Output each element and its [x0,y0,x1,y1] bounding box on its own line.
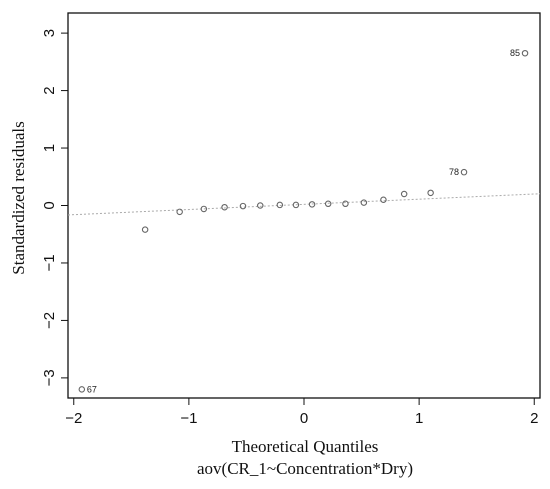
data-point [141,226,149,233]
y-tick-label: −1 [41,254,58,271]
y-tick-label: 1 [41,144,58,152]
qq-reference-line [67,193,541,216]
data-point [176,208,183,216]
data-point [324,200,332,208]
data-point [221,203,228,211]
x-tick-label: −1 [180,410,197,427]
data-point [521,49,529,57]
point-label: 78 [449,167,459,177]
point-label: 85 [510,48,520,58]
x-tick-label: 1 [415,410,423,427]
y-tick-label: 0 [41,201,58,209]
plot-subtitle: aov(CR_1~Concentration*Dry) [197,459,413,478]
data-point [308,201,316,208]
data-point [276,201,284,209]
data-point [78,386,86,393]
data-point [360,199,368,206]
plot-frame [67,12,541,399]
data-point [400,190,408,198]
y-axis-title: Standardized residuals [9,121,28,274]
x-tick-label: 2 [530,410,538,427]
data-point [380,196,387,204]
x-tick-label: −2 [65,410,82,427]
y-tick-label: −2 [41,312,58,329]
y-tick-label: −3 [41,369,58,386]
data-point [200,205,208,213]
data-point [257,202,264,209]
point-label: 67 [87,384,97,394]
data-point [239,202,247,210]
x-axis-title: Theoretical Quantiles [232,437,379,456]
x-tick-label: 0 [300,410,308,427]
data-point [342,200,349,208]
y-tick-label: 2 [41,86,58,94]
data-point [460,168,468,176]
data-point [427,189,434,197]
data-point [292,201,300,209]
y-tick-label: 3 [41,29,58,37]
